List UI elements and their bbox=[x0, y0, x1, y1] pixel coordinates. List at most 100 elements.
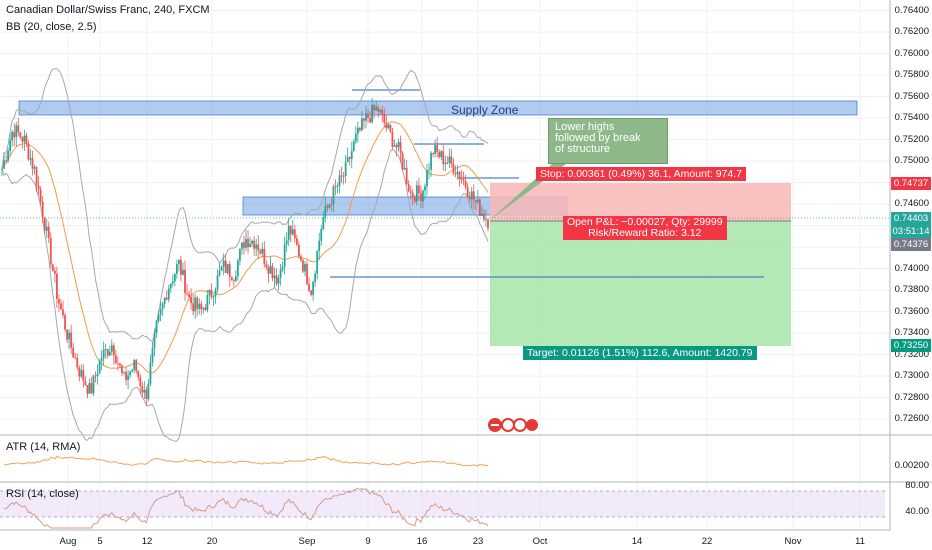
candle-body bbox=[220, 266, 223, 271]
candle-body bbox=[399, 142, 402, 154]
candle-body bbox=[247, 238, 249, 248]
candle-body bbox=[88, 383, 91, 394]
candle-body bbox=[5, 160, 7, 162]
candle-body bbox=[281, 266, 284, 270]
rsi-label[interactable]: RSI (14, close) bbox=[6, 488, 79, 500]
candle-body bbox=[84, 381, 87, 386]
callout-line-2: followed by break bbox=[555, 132, 641, 144]
candle-body bbox=[13, 131, 16, 138]
target-profit-box[interactable] bbox=[490, 221, 791, 346]
atr-label[interactable]: ATR (14, RMA) bbox=[6, 441, 81, 453]
candle-body bbox=[287, 225, 290, 241]
candle-body bbox=[143, 389, 146, 393]
candle-body bbox=[121, 365, 123, 373]
candle-body bbox=[385, 122, 388, 129]
candle-body bbox=[230, 276, 233, 281]
candle-body bbox=[76, 357, 79, 368]
supply-zone-label[interactable]: Supply Zone bbox=[451, 103, 519, 117]
target-label: Target: 0.01126 (1.51%) 112.6, Amount: 1… bbox=[523, 346, 757, 360]
price-axis-tick: 0.73800 bbox=[894, 284, 929, 296]
candle-body bbox=[338, 175, 341, 187]
candle-body bbox=[330, 204, 333, 206]
candle-body bbox=[92, 375, 95, 394]
candle-body bbox=[190, 297, 193, 304]
current-price-tag: 0.74403 bbox=[891, 212, 931, 225]
candle-body bbox=[267, 267, 270, 274]
candle-body bbox=[387, 125, 390, 129]
time-axis-tick: 9 bbox=[365, 536, 371, 547]
candle-body bbox=[312, 281, 315, 295]
candle-body bbox=[33, 167, 36, 169]
stop-label: Stop: 0.00361 (0.49%) 36.1, Amount: 974.… bbox=[536, 167, 746, 181]
candle-body bbox=[236, 260, 239, 277]
candle-body bbox=[90, 383, 93, 394]
bb-indicator-label[interactable]: BB (20, close, 2.5) bbox=[6, 21, 97, 33]
price-axis-tick: 0.73600 bbox=[894, 305, 929, 317]
candle-body bbox=[310, 290, 312, 295]
candle-body bbox=[212, 296, 215, 298]
candle-body bbox=[415, 185, 418, 202]
candle-body bbox=[422, 190, 424, 202]
candle-body bbox=[102, 349, 105, 359]
candle-body bbox=[214, 289, 217, 297]
candle-body bbox=[25, 135, 28, 144]
candle-body bbox=[135, 360, 138, 372]
candle-body bbox=[318, 240, 321, 251]
candle-body bbox=[395, 145, 398, 148]
candle-body bbox=[62, 309, 64, 316]
candle-body bbox=[139, 377, 142, 387]
candle-body bbox=[411, 192, 414, 197]
candle-body bbox=[104, 349, 107, 350]
candle-body bbox=[27, 143, 30, 160]
symbol-title[interactable]: Canadian Dollar/Swiss Franc, 240, FXCM bbox=[6, 4, 210, 16]
rsi-band bbox=[0, 491, 885, 517]
candle-body bbox=[249, 243, 251, 248]
candle-body bbox=[222, 260, 225, 267]
candle-body bbox=[302, 260, 304, 272]
candle-body bbox=[350, 151, 353, 159]
candlestick-series[interactable] bbox=[1, 97, 489, 407]
candle-body bbox=[9, 140, 12, 152]
candle-body bbox=[430, 152, 432, 170]
candle-body bbox=[371, 105, 373, 123]
candle-body bbox=[279, 269, 282, 278]
candle-body bbox=[200, 303, 203, 310]
candle-body bbox=[169, 283, 172, 289]
callout-line-3: of structure bbox=[555, 143, 611, 155]
candle-body bbox=[188, 293, 190, 298]
candle-body bbox=[332, 186, 335, 205]
candle-body bbox=[397, 142, 400, 148]
candle-body bbox=[186, 293, 188, 294]
candle-body bbox=[275, 275, 278, 284]
time-axis-tick: 11 bbox=[855, 536, 865, 547]
candle-body bbox=[265, 264, 268, 268]
candle-body bbox=[53, 270, 56, 274]
candle-body bbox=[253, 240, 256, 249]
candle-body bbox=[78, 367, 81, 377]
candle-body bbox=[47, 226, 50, 239]
candle-body bbox=[316, 250, 319, 274]
candle-body bbox=[344, 162, 347, 177]
candle-body bbox=[417, 185, 420, 194]
candle-body bbox=[171, 281, 174, 284]
candle-body bbox=[74, 357, 77, 359]
candle-body bbox=[167, 288, 170, 300]
candle-body bbox=[452, 163, 455, 174]
structure-callout[interactable]: Lower highs followed by break of structu… bbox=[548, 118, 668, 164]
price-axis-tick: 0.72800 bbox=[894, 391, 929, 403]
candle-body bbox=[108, 351, 111, 356]
candle-body bbox=[474, 200, 477, 203]
candle-body bbox=[157, 314, 160, 321]
candle-body bbox=[261, 248, 264, 254]
price-axis-tick: 0.75600 bbox=[894, 90, 929, 102]
candle-body bbox=[434, 145, 437, 154]
candle-body bbox=[259, 250, 262, 254]
candle-body bbox=[11, 131, 14, 141]
candle-body bbox=[56, 273, 58, 299]
stop-loss-box[interactable] bbox=[490, 183, 791, 221]
supply-zone-top[interactable] bbox=[18, 100, 858, 116]
candle-body bbox=[17, 125, 20, 133]
candle-body bbox=[450, 156, 453, 164]
candle-body bbox=[210, 289, 213, 298]
